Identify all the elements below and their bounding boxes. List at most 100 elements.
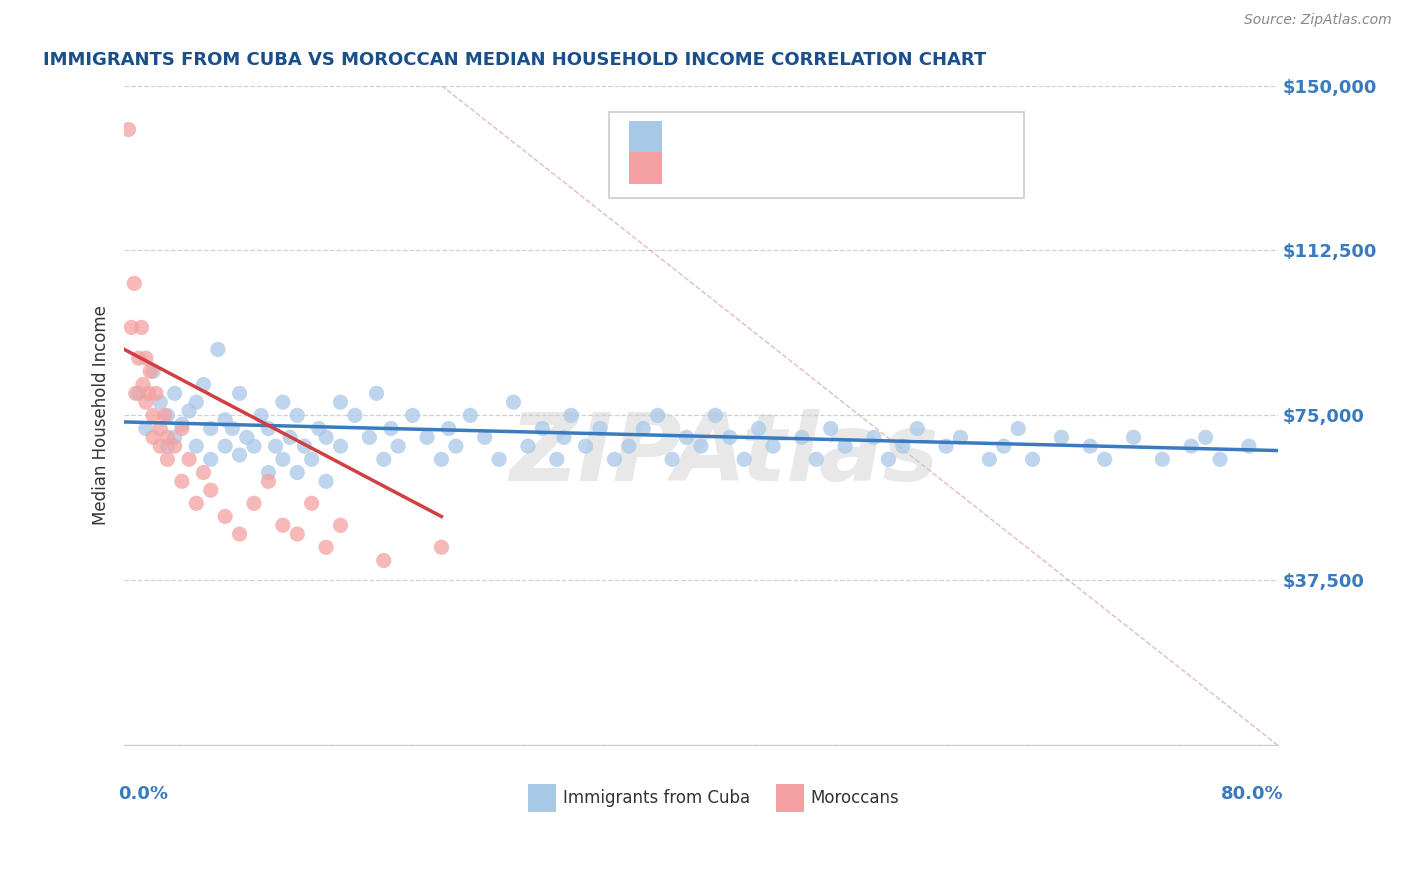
Text: 124: 124 (855, 128, 891, 146)
Point (437, 421, 460, 435)
Point (294, 439, 316, 453)
Point (905, 421, 928, 435)
Point (891, 439, 914, 453)
Point (315, 430, 337, 444)
Bar (630, 153, 662, 184)
Point (661, 452, 683, 467)
Text: 80.0%: 80.0% (1220, 785, 1284, 803)
Point (416, 430, 439, 444)
Point (142, 430, 165, 444)
Point (1094, 452, 1116, 467)
Point (156, 409, 179, 423)
Point (186, 496, 208, 510)
Point (193, 377, 215, 392)
Y-axis label: Median Household Income: Median Household Income (93, 305, 110, 525)
Point (675, 430, 697, 444)
Point (214, 439, 236, 453)
Point (633, 421, 655, 435)
Point (877, 452, 900, 467)
Bar (776, 784, 804, 812)
Text: Immigrants from Cuba: Immigrants from Cuba (562, 789, 749, 807)
Point (329, 395, 352, 409)
Point (329, 439, 352, 453)
Point (806, 452, 828, 467)
Point (214, 413, 236, 427)
Text: N =: N = (811, 159, 852, 177)
Point (200, 421, 222, 435)
Point (589, 421, 612, 435)
Point (329, 518, 352, 533)
Point (430, 541, 453, 555)
Point (193, 466, 215, 480)
Point (285, 527, 308, 541)
Point (257, 466, 280, 480)
Point (132, 377, 155, 392)
Text: Source: ZipAtlas.com: Source: ZipAtlas.com (1244, 13, 1392, 28)
Point (308, 421, 330, 435)
Point (949, 430, 972, 444)
Point (690, 439, 713, 453)
Point (278, 430, 301, 444)
Point (135, 395, 157, 409)
Point (139, 364, 162, 378)
Point (170, 417, 193, 432)
Point (285, 409, 308, 423)
Point (257, 421, 280, 435)
Point (285, 466, 308, 480)
Point (516, 439, 538, 453)
Point (186, 439, 208, 453)
Bar (527, 784, 555, 812)
Point (863, 430, 886, 444)
Point (1021, 452, 1043, 467)
Point (131, 320, 153, 334)
Text: IMMIGRANTS FROM CUBA VS MOROCCAN MEDIAN HOUSEHOLD INCOME CORRELATION CHART: IMMIGRANTS FROM CUBA VS MOROCCAN MEDIAN … (44, 51, 987, 69)
Bar (630, 121, 662, 153)
Point (502, 395, 524, 409)
Point (301, 496, 323, 510)
Point (135, 351, 157, 366)
Point (170, 421, 193, 435)
Point (979, 452, 1001, 467)
Point (373, 452, 395, 467)
Text: 37: 37 (855, 159, 879, 177)
Point (228, 386, 250, 401)
Point (553, 430, 575, 444)
Point (177, 404, 200, 418)
Text: Moroccans: Moroccans (810, 789, 900, 807)
Point (214, 509, 236, 524)
Point (145, 386, 167, 401)
Point (156, 452, 179, 467)
Point (149, 395, 172, 409)
Point (387, 439, 409, 453)
Point (474, 430, 496, 444)
Point (458, 409, 481, 423)
Point (718, 430, 741, 444)
Point (153, 409, 176, 423)
Point (128, 386, 150, 401)
Point (124, 277, 146, 291)
Point (1078, 439, 1101, 453)
Point (236, 430, 259, 444)
Point (1194, 430, 1216, 444)
Point (271, 395, 294, 409)
Point (603, 452, 626, 467)
Point (257, 475, 280, 489)
Text: R =: R = (679, 128, 718, 146)
FancyBboxPatch shape (609, 112, 1024, 198)
Point (156, 439, 179, 453)
Text: -0.192: -0.192 (723, 159, 787, 177)
Point (264, 439, 287, 453)
Point (125, 386, 148, 401)
Point (1152, 452, 1174, 467)
Point (142, 364, 165, 378)
Point (359, 430, 381, 444)
Point (149, 439, 172, 453)
Point (1122, 430, 1144, 444)
Text: -0.124: -0.124 (723, 128, 787, 146)
Point (177, 452, 200, 467)
Point (228, 527, 250, 541)
Point (156, 430, 179, 444)
Point (935, 439, 957, 453)
Point (366, 386, 388, 401)
Point (186, 395, 208, 409)
